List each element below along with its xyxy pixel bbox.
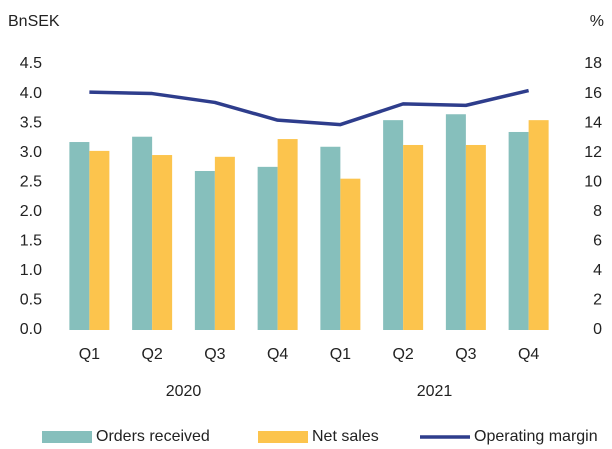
bar	[383, 120, 404, 331]
y-unit-label: BnSEK	[8, 13, 60, 30]
x-group-label: 2020	[166, 383, 202, 400]
legend-label: Net sales	[312, 428, 379, 445]
y-tick-label: 2.0	[20, 203, 42, 220]
y-tick-label: 3.5	[20, 114, 42, 131]
bar	[69, 142, 90, 330]
y-tick-label: 3.0	[20, 144, 42, 161]
y-tick-label: 2.5	[20, 173, 42, 190]
bar	[508, 131, 529, 330]
bar	[320, 146, 341, 330]
y2-tick-label: 2	[593, 292, 602, 309]
bar	[403, 144, 424, 330]
legend-swatch	[42, 431, 92, 443]
bar	[257, 166, 278, 330]
bar	[194, 170, 215, 330]
y-tick-label: 1.5	[20, 233, 42, 250]
bar	[445, 114, 466, 330]
y-tick-label: 4.5	[20, 55, 42, 72]
legend-swatch	[258, 431, 308, 443]
x-tick-label: Q4	[518, 346, 539, 363]
x-tick-label: Q1	[330, 346, 351, 363]
y2-tick-label: 0	[593, 321, 602, 338]
y-tick-label: 1.0	[20, 262, 42, 279]
x-tick-label: Q3	[204, 346, 225, 363]
y-tick-label: 0.0	[20, 321, 42, 338]
bar	[277, 139, 298, 330]
bar	[528, 120, 549, 331]
y2-tick-label: 12	[584, 144, 602, 161]
y2-tick-label: 14	[584, 114, 602, 131]
y2-unit-label: %	[590, 13, 604, 30]
x-tick-label: Q1	[79, 346, 100, 363]
bar	[89, 150, 110, 330]
bar	[132, 136, 153, 330]
x-tick-label: Q4	[267, 346, 288, 363]
y2-tick-label: 16	[584, 85, 602, 102]
legend-label: Orders received	[96, 428, 210, 445]
bar	[214, 156, 235, 330]
y-tick-label: 0.5	[20, 292, 42, 309]
x-tick-label: Q2	[392, 346, 413, 363]
bar	[152, 155, 173, 330]
y2-tick-label: 18	[584, 55, 602, 72]
bar	[465, 144, 486, 330]
bar	[340, 178, 361, 330]
y2-tick-label: 4	[593, 262, 602, 279]
x-tick-label: Q3	[455, 346, 476, 363]
y2-tick-label: 10	[584, 173, 602, 190]
legend-label: Operating margin	[474, 428, 598, 445]
x-tick-label: Q2	[141, 346, 162, 363]
y2-tick-label: 8	[593, 203, 602, 220]
line	[89, 88, 530, 127]
y2-tick-label: 6	[593, 233, 602, 250]
x-group-label: 2021	[417, 383, 453, 400]
y-tick-label: 4.0	[20, 85, 42, 102]
